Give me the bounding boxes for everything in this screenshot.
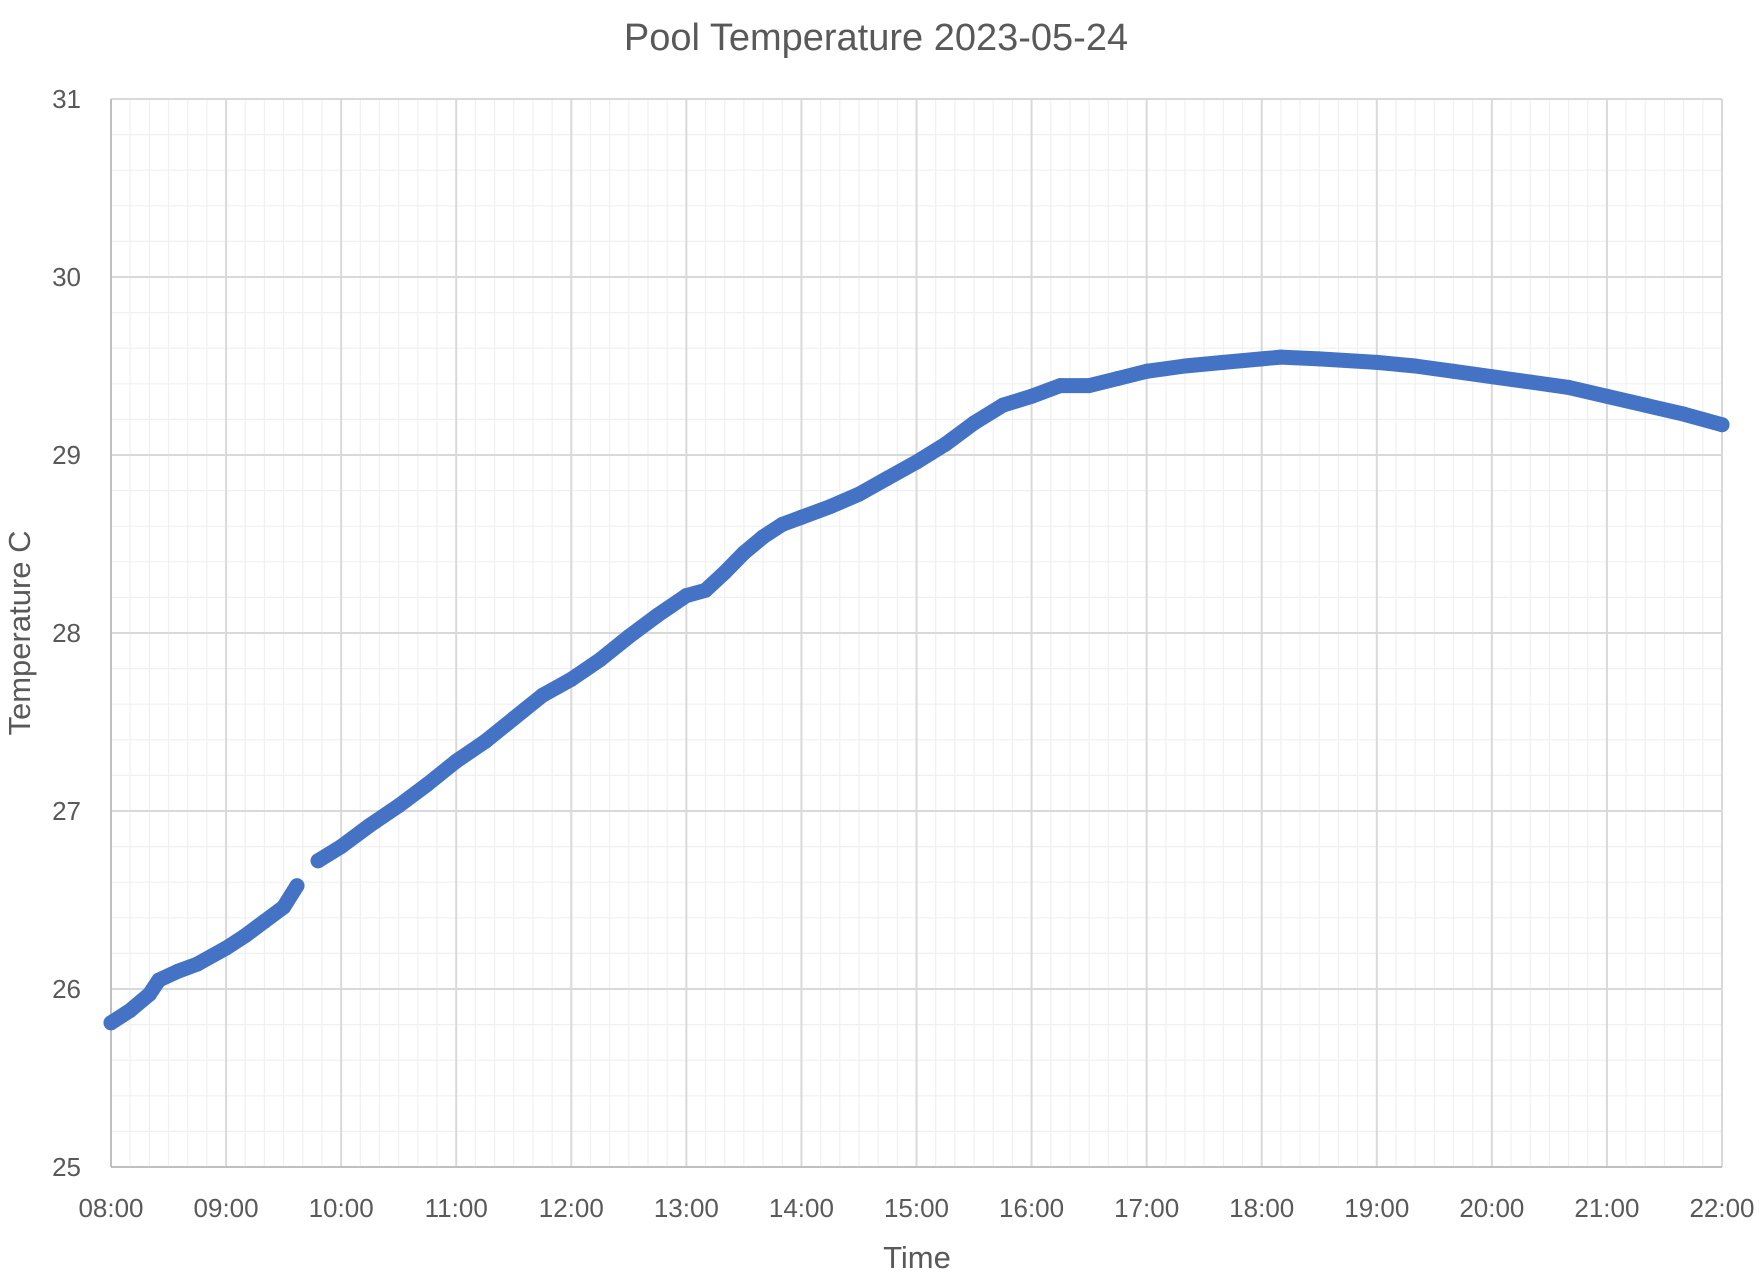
y-tick-label: 31 (52, 84, 81, 114)
data-point (1052, 378, 1068, 394)
data-point (822, 499, 838, 515)
data-point (218, 940, 234, 956)
data-point (1369, 354, 1385, 370)
data-point (189, 956, 205, 972)
x-tick-label: 10:00 (309, 1193, 374, 1223)
y-tick-label: 26 (52, 974, 81, 1004)
x-tick-label: 16:00 (999, 1193, 1064, 1223)
data-point (1139, 363, 1155, 379)
data-point (289, 878, 305, 894)
data-point (1522, 374, 1538, 390)
x-tick-label: 09:00 (194, 1193, 259, 1223)
data-point (477, 734, 493, 750)
data-point (1273, 349, 1289, 365)
x-tick-label: 17:00 (1114, 1193, 1179, 1223)
data-point (966, 415, 982, 431)
data-point (1311, 351, 1327, 367)
data-point (793, 509, 809, 525)
data-point (736, 545, 752, 561)
x-tick-label: 08:00 (78, 1193, 143, 1223)
data-point (506, 710, 522, 726)
data-point (563, 671, 579, 687)
data-point (1637, 397, 1653, 413)
x-tick-label: 20:00 (1459, 1193, 1524, 1223)
data-point (237, 928, 253, 944)
data-point (937, 436, 953, 452)
axes (110, 99, 1722, 1168)
data-point (1110, 371, 1126, 386)
y-tick-label: 29 (52, 440, 81, 470)
data-point (535, 687, 550, 703)
data-point (1676, 406, 1692, 422)
series-layer (103, 349, 1730, 1031)
data-point (592, 652, 608, 668)
data-point (1215, 354, 1231, 370)
data-point (141, 986, 157, 1002)
data-point (1407, 358, 1423, 374)
data-point (774, 516, 790, 532)
x-tick-label: 21:00 (1574, 1193, 1639, 1223)
data-point (1024, 388, 1040, 404)
x-tick-label: 18:00 (1229, 1193, 1294, 1223)
data-point (1254, 351, 1270, 367)
y-tick-label: 25 (52, 1152, 81, 1182)
data-point (151, 972, 167, 988)
x-tick-label: 22:00 (1689, 1193, 1754, 1223)
data-point (1484, 369, 1500, 385)
x-tick-label: 15:00 (884, 1193, 949, 1223)
x-axis-title: Time (883, 1240, 951, 1275)
data-point (621, 629, 637, 645)
y-tick-label: 28 (52, 618, 81, 648)
x-tick-label: 14:00 (769, 1193, 834, 1223)
data-point (310, 853, 326, 869)
data-point (1081, 378, 1097, 394)
y-tick-label: 30 (52, 262, 81, 292)
data-point (1561, 379, 1577, 395)
data-point (698, 582, 713, 598)
data-point (391, 798, 407, 814)
tick-labels: 08:00 09:00 10:00 11:00 12:00 13:00 14:00 15:00… (52, 84, 1754, 1223)
data-point (717, 565, 733, 580)
series-line-segment (103, 878, 305, 1031)
data-point (362, 817, 378, 833)
data-point (851, 486, 867, 502)
data-point (1714, 417, 1730, 433)
data-point (909, 454, 924, 470)
data-point (276, 899, 292, 915)
data-point (880, 470, 896, 486)
data-point (256, 913, 272, 929)
y-tick-label: 27 (52, 796, 81, 826)
data-point (103, 1015, 119, 1031)
data-point (755, 529, 771, 545)
data-point (650, 607, 666, 623)
data-point (678, 588, 694, 604)
data-point (1446, 363, 1461, 379)
data-point (122, 1002, 138, 1018)
data-point (995, 397, 1011, 413)
data-point (333, 839, 349, 855)
data-point (419, 776, 435, 792)
data-point (170, 963, 186, 979)
data-point (448, 753, 464, 769)
y-axis-title: Temperature C (2, 530, 37, 735)
x-tick-label: 19:00 (1344, 1193, 1409, 1223)
x-tick-label: 13:00 (654, 1193, 719, 1223)
x-tick-label: 12:00 (539, 1193, 604, 1223)
chart-title: Pool Temperature 2023-05-24 (624, 17, 1128, 59)
data-point (1599, 388, 1615, 404)
x-tick-label: 11:00 (425, 1193, 488, 1223)
data-point (1177, 358, 1193, 374)
major-gridlines (110, 98, 1723, 1168)
